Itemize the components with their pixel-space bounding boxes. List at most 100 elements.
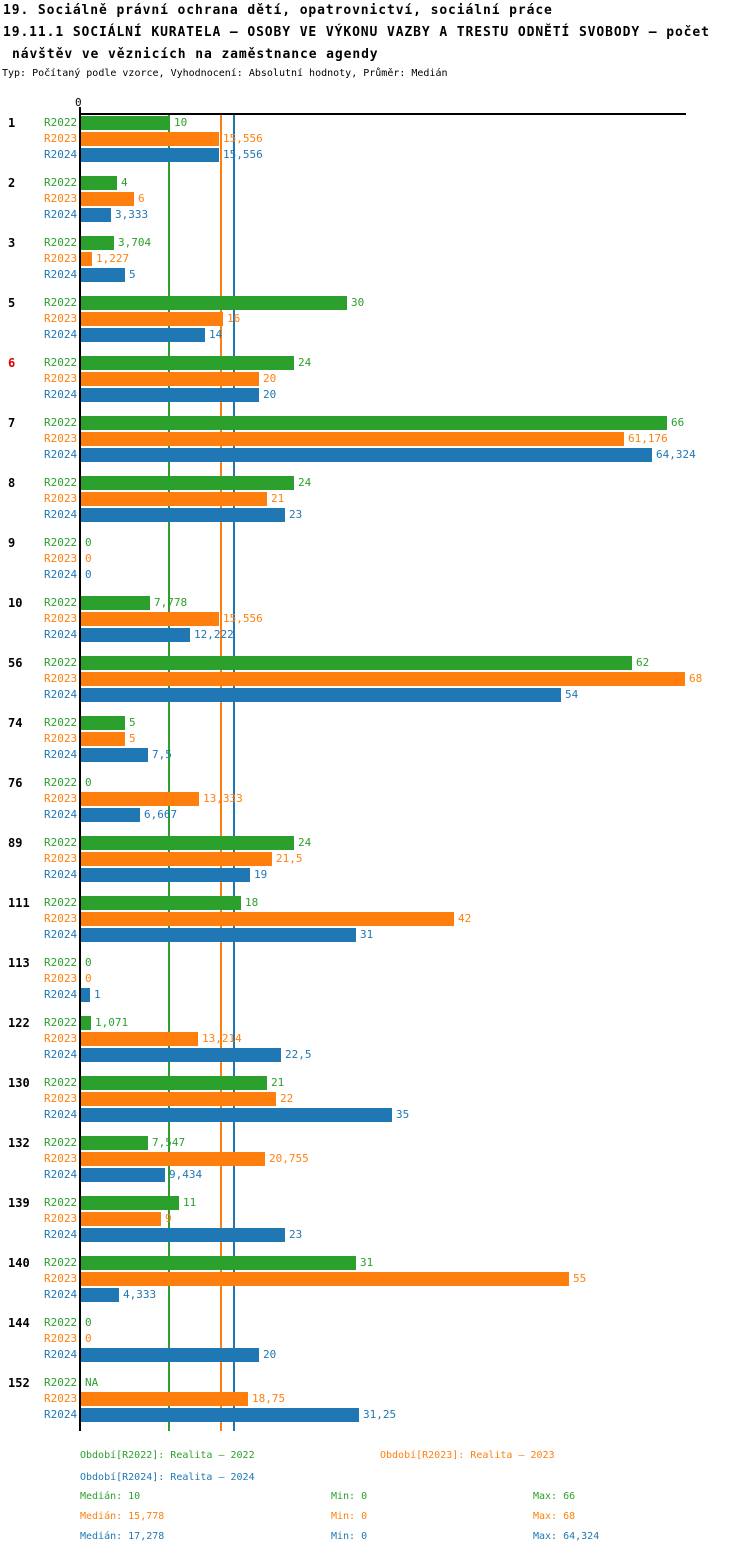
max-stat-2: Max: 64,324 (533, 1531, 600, 1542)
bar-R2024-56 (81, 688, 561, 702)
bar-R2022-7 (81, 416, 667, 430)
series-row-label-R2023-89: R2023 (44, 852, 78, 865)
category-label-132: 132 (8, 1136, 30, 1150)
category-label-113: 113 (8, 956, 30, 970)
series-row-label-R2022-2: R2022 (44, 176, 78, 189)
bar-R2024-122 (81, 1048, 281, 1062)
bar-R2022-10 (81, 596, 150, 610)
bar-value-label-R2024-113: 1 (94, 988, 101, 1001)
series-row-label-R2024-7: R2024 (44, 448, 78, 461)
bar-value-label-R2022-3: 3,704 (118, 236, 152, 249)
series-row-label-R2022-7: R2022 (44, 416, 78, 429)
bar-R2024-2 (81, 208, 111, 222)
bar-value-label-R2024-89: 19 (254, 868, 268, 881)
series-row-label-R2024-5: R2024 (44, 328, 78, 341)
bar-R2022-132 (81, 1136, 148, 1150)
bar-value-label-R2022-122: 1,071 (95, 1016, 129, 1029)
bar-R2023-140 (81, 1272, 569, 1286)
bar-value-label-R2024-2: 3,333 (115, 208, 149, 221)
min-stat-1: Min: 0 (331, 1511, 368, 1522)
series-row-label-R2023-5: R2023 (44, 312, 78, 325)
bar-value-label-R2024-3: 5 (129, 268, 136, 281)
series-row-label-R2023-122: R2023 (44, 1032, 78, 1045)
series-row-label-R2023-1: R2023 (44, 132, 78, 145)
bar-value-label-R2023-9: 0 (85, 552, 92, 565)
bar-value-label-R2023-140: 55 (573, 1272, 587, 1285)
bar-R2022-8 (81, 476, 294, 490)
bar-R2023-10 (81, 612, 219, 626)
bar-R2022-3 (81, 236, 114, 250)
series-row-label-R2022-10: R2022 (44, 596, 78, 609)
bar-value-label-R2024-5: 14 (209, 328, 223, 341)
bar-R2022-74 (81, 716, 125, 730)
bar-R2023-7 (81, 432, 624, 446)
bar-value-label-R2022-1: 10 (174, 116, 188, 129)
bar-value-label-R2023-76: 13,333 (203, 792, 243, 805)
bar-R2024-130 (81, 1108, 392, 1122)
bar-R2022-139 (81, 1196, 179, 1210)
bar-R2023-89 (81, 852, 272, 866)
legend-item-1: Období[R2023]: Realita – 2023 (380, 1450, 555, 1461)
legend-item-2: Období[R2024]: Realita – 2024 (80, 1472, 255, 1483)
bar-value-label-R2023-1: 15,556 (223, 132, 263, 145)
bar-R2022-89 (81, 836, 294, 850)
series-row-label-R2024-3: R2024 (44, 268, 78, 281)
bar-value-label-R2022-6: 24 (298, 356, 312, 369)
series-row-label-R2024-144: R2024 (44, 1348, 78, 1361)
series-row-label-R2023-9: R2023 (44, 552, 78, 565)
series-row-label-R2022-122: R2022 (44, 1016, 78, 1029)
bar-value-label-R2024-111: 31 (360, 928, 374, 941)
category-label-144: 144 (8, 1316, 30, 1330)
bar-value-label-R2024-76: 6,667 (144, 808, 178, 821)
series-row-label-R2022-76: R2022 (44, 776, 78, 789)
series-row-label-R2024-152: R2024 (44, 1408, 78, 1421)
bar-value-label-R2024-144: 20 (263, 1348, 277, 1361)
series-row-label-R2024-111: R2024 (44, 928, 78, 941)
bar-value-label-R2022-2: 4 (121, 176, 128, 189)
category-label-6: 6 (8, 356, 16, 370)
series-row-label-R2022-6: R2022 (44, 356, 78, 369)
series-row-label-R2023-8: R2023 (44, 492, 78, 505)
series-row-label-R2022-111: R2022 (44, 896, 78, 909)
category-label-130: 130 (8, 1076, 30, 1090)
median-line-R2023 (220, 115, 222, 1431)
min-stat-2: Min: 0 (331, 1531, 368, 1542)
category-label-1: 1 (8, 116, 16, 130)
bar-value-label-R2022-140: 31 (360, 1256, 374, 1269)
bar-R2024-152 (81, 1408, 359, 1422)
series-row-label-R2023-111: R2023 (44, 912, 78, 925)
bar-value-label-R2023-139: 9 (165, 1212, 172, 1225)
bar-value-label-R2023-122: 13,214 (202, 1032, 242, 1045)
bar-R2024-113 (81, 988, 90, 1002)
bar-value-label-R2024-122: 22,5 (285, 1048, 312, 1061)
series-row-label-R2024-1: R2024 (44, 148, 78, 161)
y-axis-line (79, 107, 81, 1431)
bar-R2024-1 (81, 148, 219, 162)
bar-R2024-5 (81, 328, 205, 342)
x-axis-line (79, 113, 686, 115)
bar-R2024-74 (81, 748, 148, 762)
bar-R2023-130 (81, 1092, 276, 1106)
series-row-label-R2023-139: R2023 (44, 1212, 78, 1225)
bar-value-label-R2023-74: 5 (129, 732, 136, 745)
bar-value-label-R2022-8: 24 (298, 476, 312, 489)
category-label-2: 2 (8, 176, 16, 190)
max-stat-0: Max: 66 (533, 1491, 576, 1502)
bar-R2023-6 (81, 372, 259, 386)
series-row-label-R2024-74: R2024 (44, 748, 78, 761)
series-row-label-R2022-144: R2022 (44, 1316, 78, 1329)
max-stat-1: Max: 68 (533, 1511, 576, 1522)
series-row-label-R2022-140: R2022 (44, 1256, 78, 1269)
series-row-label-R2024-122: R2024 (44, 1048, 78, 1061)
chart-title-line-2: návštěv ve věznicích na zaměstnance agen… (12, 47, 379, 62)
series-row-label-R2022-5: R2022 (44, 296, 78, 309)
bar-value-label-R2022-7: 66 (671, 416, 685, 429)
category-label-9: 9 (8, 536, 16, 550)
bar-R2023-2 (81, 192, 134, 206)
bar-value-label-R2023-7: 61,176 (628, 432, 668, 445)
category-label-76: 76 (8, 776, 23, 790)
bar-value-label-R2024-130: 35 (396, 1108, 410, 1121)
series-row-label-R2023-7: R2023 (44, 432, 78, 445)
series-row-label-R2024-89: R2024 (44, 868, 78, 881)
series-row-label-R2023-76: R2023 (44, 792, 78, 805)
